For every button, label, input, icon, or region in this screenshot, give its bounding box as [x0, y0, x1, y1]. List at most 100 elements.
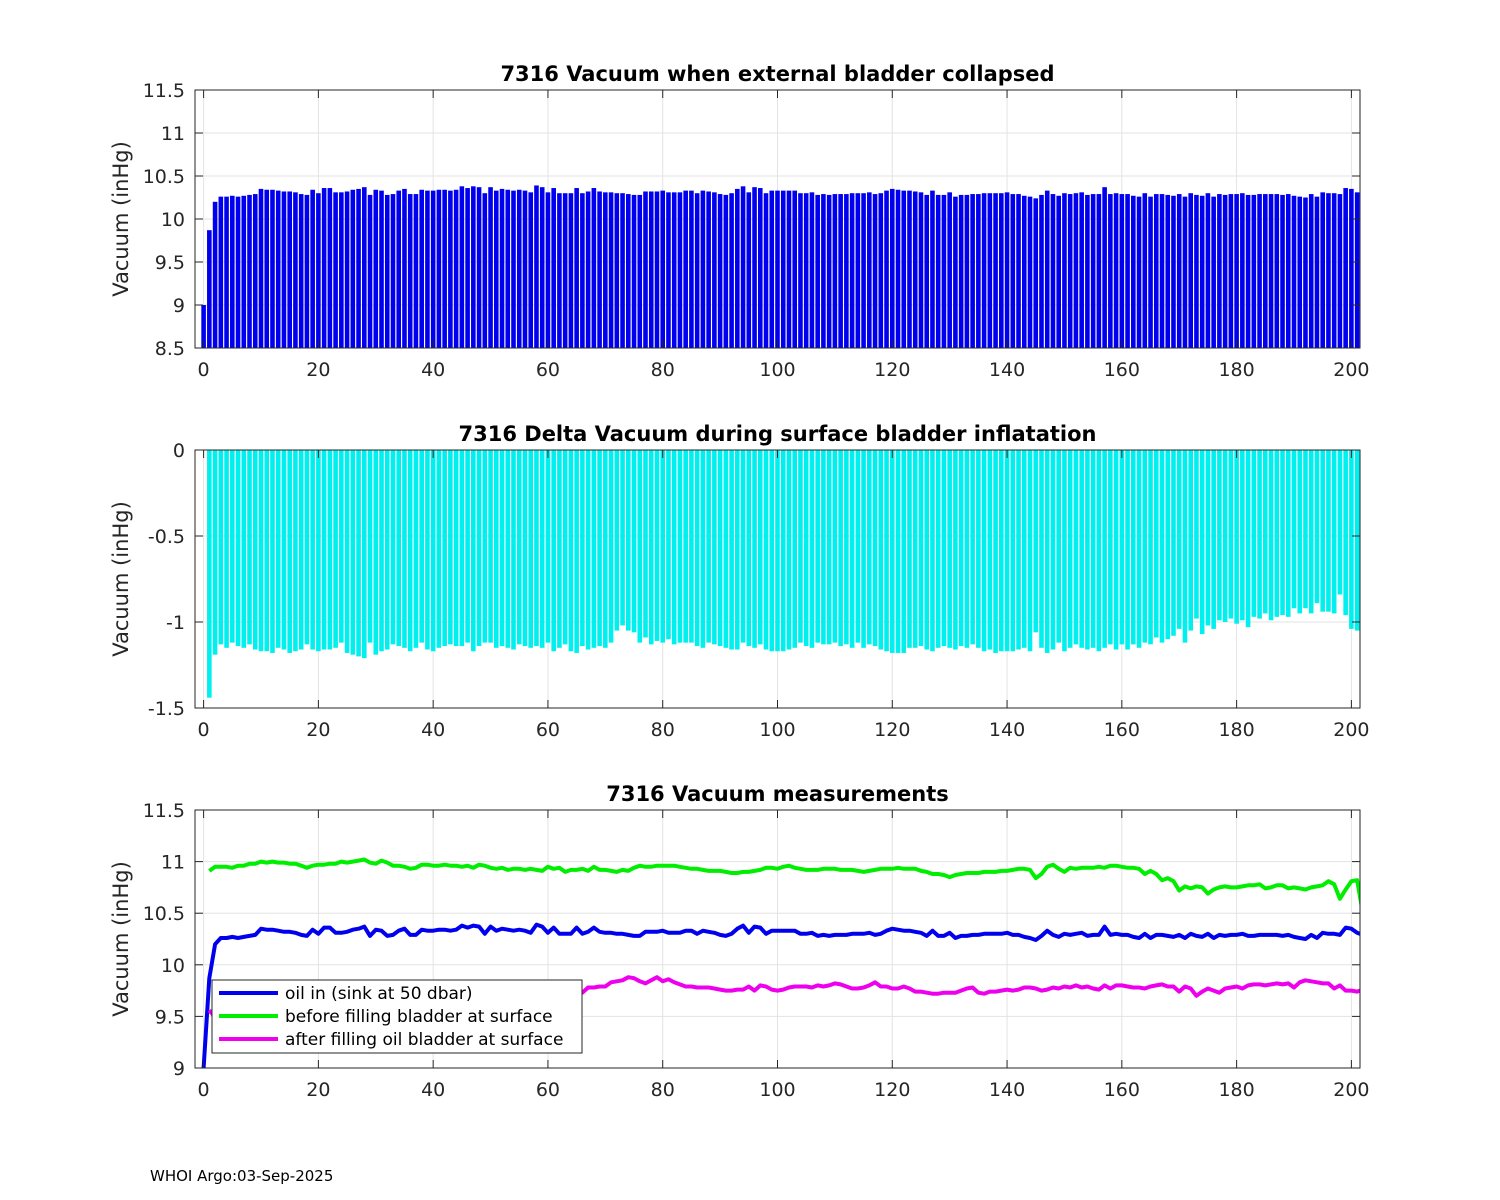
- bar-148: [1050, 450, 1056, 650]
- bar-74: [625, 194, 631, 348]
- bar-23: [333, 192, 338, 348]
- bar-68: [591, 450, 597, 648]
- bar-22: [327, 188, 333, 348]
- chart-2: 0 20 40 60 80 100 120 140 160 180 200 -1.5 -1 -0.5 0 73…: [109, 422, 1371, 741]
- bar-125: [918, 192, 924, 348]
- bar-29: [367, 194, 373, 348]
- bar-177: [1217, 450, 1222, 621]
- bar-94: [740, 186, 746, 348]
- bar-12: [270, 450, 275, 653]
- bar-84: [683, 190, 688, 348]
- bar-54: [511, 190, 516, 348]
- bar-24: [339, 450, 344, 643]
- bar-171: [1182, 196, 1188, 348]
- bar-169: [1171, 450, 1176, 636]
- bar-203: [1366, 450, 1371, 624]
- footer-label: WHOI Argo:03-Sep-2025: [150, 1167, 334, 1185]
- bar-46: [465, 450, 470, 643]
- legend-label-2: before filling bladder at surface: [285, 1007, 553, 1027]
- bar-133: [964, 450, 970, 648]
- bar-58: [534, 450, 539, 647]
- bar-101: [780, 450, 786, 652]
- bar-170: [1176, 194, 1182, 348]
- bar-31: [379, 450, 384, 652]
- bar-182: [1245, 450, 1251, 628]
- bar-98: [763, 193, 769, 348]
- bar-87: [700, 190, 706, 348]
- bar-135: [976, 194, 981, 348]
- bar-118: [878, 450, 884, 650]
- bar-53: [505, 450, 511, 648]
- bar-66: [580, 193, 585, 348]
- bar-154: [1085, 194, 1090, 348]
- bar-149: [1056, 450, 1062, 643]
- bar-23: [333, 450, 338, 648]
- bar-132: [958, 450, 964, 647]
- bar-204: [1372, 195, 1377, 348]
- bar-199: [1343, 450, 1348, 616]
- x-tick-label: 140: [989, 359, 1025, 381]
- bar-157: [1102, 450, 1107, 648]
- bar-47: [471, 450, 476, 652]
- bar-57: [528, 192, 534, 348]
- bar-69: [597, 191, 602, 348]
- bar-114: [855, 193, 861, 348]
- bar-202: [1361, 194, 1366, 348]
- x-tick-label: 200: [1333, 359, 1369, 381]
- bar-83: [677, 450, 683, 643]
- bar-92: [729, 450, 734, 650]
- x-tick-label: 60: [536, 1079, 560, 1101]
- bar-152: [1073, 193, 1079, 348]
- bar-173: [1194, 194, 1199, 348]
- plot-area: [207, 450, 1371, 698]
- bar-127: [930, 190, 935, 348]
- bar-76: [637, 450, 643, 643]
- bar-85: [689, 450, 694, 643]
- bar-184: [1257, 194, 1262, 348]
- x-tick-label: 60: [536, 359, 560, 381]
- bar-188: [1280, 194, 1285, 348]
- bar-2: [212, 201, 218, 348]
- bar-6: [235, 450, 241, 647]
- bar-87: [700, 450, 706, 648]
- bar-86: [694, 193, 700, 348]
- bar-88: [706, 450, 711, 643]
- bar-103: [792, 190, 798, 348]
- plot-area: [201, 185, 1377, 348]
- bar-169: [1171, 195, 1176, 348]
- bar-13: [275, 450, 281, 648]
- bar-141: [1010, 450, 1016, 652]
- x-tick-label: 0: [198, 719, 210, 741]
- bar-202: [1361, 450, 1366, 576]
- bar-105: [803, 193, 809, 348]
- bar-77: [643, 450, 648, 638]
- bar-27: [356, 188, 361, 348]
- bar-118: [878, 193, 884, 348]
- bar-24: [339, 192, 344, 348]
- bar-34: [396, 450, 402, 647]
- bar-123: [907, 190, 912, 348]
- chart-title: 7316 Vacuum measurements: [606, 782, 949, 806]
- bar-177: [1217, 194, 1222, 348]
- bar-44: [453, 450, 459, 647]
- bar-3: [218, 196, 224, 348]
- bar-17: [298, 450, 304, 650]
- bar-35: [402, 450, 407, 648]
- bar-51: [493, 190, 499, 348]
- bar-83: [677, 192, 683, 348]
- bar-74: [625, 450, 631, 631]
- bar-8: [247, 450, 252, 645]
- x-tick-label: 80: [651, 1079, 675, 1101]
- bar-108: [821, 450, 826, 645]
- bar-179: [1228, 450, 1234, 619]
- bar-10: [258, 450, 264, 652]
- bar-151: [1067, 450, 1073, 648]
- bar-129: [941, 194, 947, 348]
- bar-159: [1113, 450, 1119, 650]
- bar-144: [1027, 196, 1033, 348]
- bar-109: [826, 194, 832, 348]
- y-tick-label: 0: [173, 440, 185, 462]
- bar-148: [1050, 194, 1056, 348]
- bar-4: [224, 196, 229, 348]
- bar-198: [1337, 194, 1343, 348]
